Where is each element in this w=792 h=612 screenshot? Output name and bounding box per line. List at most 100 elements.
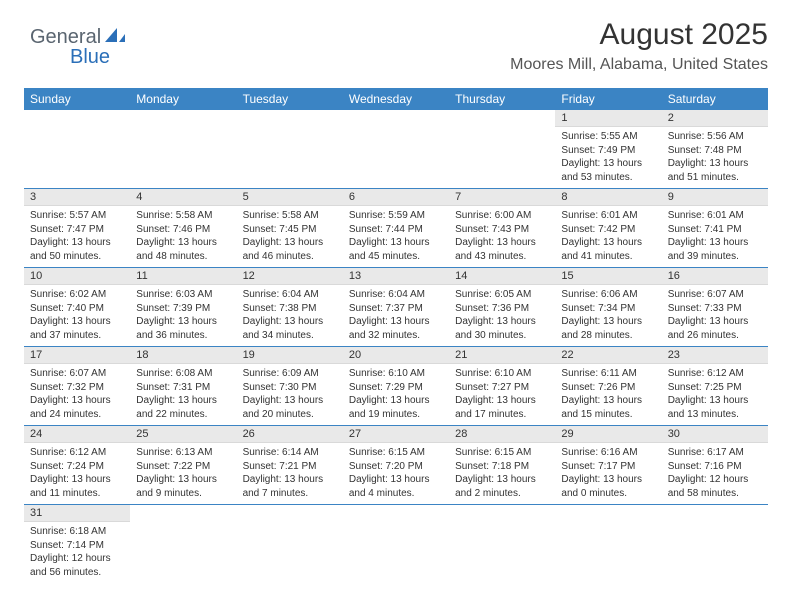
calendar-cell: 13Sunrise: 6:04 AMSunset: 7:37 PMDayligh… xyxy=(343,268,449,347)
day-details: Sunrise: 6:00 AMSunset: 7:43 PMDaylight:… xyxy=(449,206,555,267)
calendar-week-row: 24Sunrise: 6:12 AMSunset: 7:24 PMDayligh… xyxy=(24,426,768,505)
day-number: 29 xyxy=(555,426,661,443)
calendar-cell: 18Sunrise: 6:08 AMSunset: 7:31 PMDayligh… xyxy=(130,347,236,426)
day-details: Sunrise: 6:09 AMSunset: 7:30 PMDaylight:… xyxy=(237,364,343,425)
day-number: 12 xyxy=(237,268,343,285)
calendar-cell: 29Sunrise: 6:16 AMSunset: 7:17 PMDayligh… xyxy=(555,426,661,505)
day-number: 13 xyxy=(343,268,449,285)
day-number: 25 xyxy=(130,426,236,443)
day-details: Sunrise: 6:13 AMSunset: 7:22 PMDaylight:… xyxy=(130,443,236,504)
day-header-row: Sunday Monday Tuesday Wednesday Thursday… xyxy=(24,88,768,110)
title-block: August 2025 Moores Mill, Alabama, United… xyxy=(30,18,768,74)
logo: General Blue xyxy=(30,26,127,49)
calendar-cell xyxy=(237,505,343,584)
day-details: Sunrise: 6:04 AMSunset: 7:38 PMDaylight:… xyxy=(237,285,343,346)
day-header: Wednesday xyxy=(343,88,449,110)
day-number: 23 xyxy=(662,347,768,364)
calendar-cell: 26Sunrise: 6:14 AMSunset: 7:21 PMDayligh… xyxy=(237,426,343,505)
calendar-cell: 25Sunrise: 6:13 AMSunset: 7:22 PMDayligh… xyxy=(130,426,236,505)
calendar-cell: 17Sunrise: 6:07 AMSunset: 7:32 PMDayligh… xyxy=(24,347,130,426)
day-details: Sunrise: 6:16 AMSunset: 7:17 PMDaylight:… xyxy=(555,443,661,504)
day-number: 21 xyxy=(449,347,555,364)
calendar-cell: 1Sunrise: 5:55 AMSunset: 7:49 PMDaylight… xyxy=(555,110,661,189)
calendar-cell: 20Sunrise: 6:10 AMSunset: 7:29 PMDayligh… xyxy=(343,347,449,426)
calendar-week-row: 1Sunrise: 5:55 AMSunset: 7:49 PMDaylight… xyxy=(24,110,768,189)
calendar-table: Sunday Monday Tuesday Wednesday Thursday… xyxy=(24,88,768,583)
calendar-cell xyxy=(237,110,343,189)
day-number: 28 xyxy=(449,426,555,443)
day-number: 14 xyxy=(449,268,555,285)
day-number: 31 xyxy=(24,505,130,522)
day-details: Sunrise: 6:04 AMSunset: 7:37 PMDaylight:… xyxy=(343,285,449,346)
day-number: 15 xyxy=(555,268,661,285)
location-subtitle: Moores Mill, Alabama, United States xyxy=(30,56,768,74)
day-number: 27 xyxy=(343,426,449,443)
calendar-cell: 14Sunrise: 6:05 AMSunset: 7:36 PMDayligh… xyxy=(449,268,555,347)
day-details: Sunrise: 5:56 AMSunset: 7:48 PMDaylight:… xyxy=(662,127,768,188)
day-number: 10 xyxy=(24,268,130,285)
calendar-cell: 9Sunrise: 6:01 AMSunset: 7:41 PMDaylight… xyxy=(662,189,768,268)
calendar-cell: 4Sunrise: 5:58 AMSunset: 7:46 PMDaylight… xyxy=(130,189,236,268)
day-header: Thursday xyxy=(449,88,555,110)
calendar-cell: 10Sunrise: 6:02 AMSunset: 7:40 PMDayligh… xyxy=(24,268,130,347)
day-number: 6 xyxy=(343,189,449,206)
day-details: Sunrise: 6:11 AMSunset: 7:26 PMDaylight:… xyxy=(555,364,661,425)
day-details: Sunrise: 6:07 AMSunset: 7:33 PMDaylight:… xyxy=(662,285,768,346)
day-details: Sunrise: 6:12 AMSunset: 7:25 PMDaylight:… xyxy=(662,364,768,425)
day-number: 30 xyxy=(662,426,768,443)
calendar-cell: 12Sunrise: 6:04 AMSunset: 7:38 PMDayligh… xyxy=(237,268,343,347)
day-details: Sunrise: 6:07 AMSunset: 7:32 PMDaylight:… xyxy=(24,364,130,425)
day-details: Sunrise: 6:14 AMSunset: 7:21 PMDaylight:… xyxy=(237,443,343,504)
day-details: Sunrise: 6:08 AMSunset: 7:31 PMDaylight:… xyxy=(130,364,236,425)
day-number: 2 xyxy=(662,110,768,127)
day-number: 8 xyxy=(555,189,661,206)
day-number: 5 xyxy=(237,189,343,206)
calendar-cell xyxy=(449,505,555,584)
day-number: 26 xyxy=(237,426,343,443)
day-details: Sunrise: 6:18 AMSunset: 7:14 PMDaylight:… xyxy=(24,522,130,583)
calendar-cell xyxy=(343,505,449,584)
calendar-cell: 5Sunrise: 5:58 AMSunset: 7:45 PMDaylight… xyxy=(237,189,343,268)
calendar-cell: 16Sunrise: 6:07 AMSunset: 7:33 PMDayligh… xyxy=(662,268,768,347)
day-details: Sunrise: 5:57 AMSunset: 7:47 PMDaylight:… xyxy=(24,206,130,267)
day-number: 11 xyxy=(130,268,236,285)
calendar-cell xyxy=(343,110,449,189)
day-number: 24 xyxy=(24,426,130,443)
day-header: Sunday xyxy=(24,88,130,110)
calendar-cell xyxy=(662,505,768,584)
calendar-week-row: 10Sunrise: 6:02 AMSunset: 7:40 PMDayligh… xyxy=(24,268,768,347)
day-details: Sunrise: 6:05 AMSunset: 7:36 PMDaylight:… xyxy=(449,285,555,346)
calendar-week-row: 31Sunrise: 6:18 AMSunset: 7:14 PMDayligh… xyxy=(24,505,768,584)
header: General Blue August 2025 Moores Mill, Al… xyxy=(0,0,792,80)
calendar-cell: 7Sunrise: 6:00 AMSunset: 7:43 PMDaylight… xyxy=(449,189,555,268)
page-title: August 2025 xyxy=(30,18,768,52)
calendar-cell: 31Sunrise: 6:18 AMSunset: 7:14 PMDayligh… xyxy=(24,505,130,584)
calendar-cell: 28Sunrise: 6:15 AMSunset: 7:18 PMDayligh… xyxy=(449,426,555,505)
calendar-cell xyxy=(449,110,555,189)
calendar-cell xyxy=(130,505,236,584)
calendar-cell: 3Sunrise: 5:57 AMSunset: 7:47 PMDaylight… xyxy=(24,189,130,268)
day-number: 19 xyxy=(237,347,343,364)
day-details: Sunrise: 6:03 AMSunset: 7:39 PMDaylight:… xyxy=(130,285,236,346)
day-details: Sunrise: 6:15 AMSunset: 7:20 PMDaylight:… xyxy=(343,443,449,504)
day-details: Sunrise: 5:58 AMSunset: 7:46 PMDaylight:… xyxy=(130,206,236,267)
day-header: Tuesday xyxy=(237,88,343,110)
calendar-cell xyxy=(24,110,130,189)
logo-text-blue: Blue xyxy=(70,46,110,68)
calendar-cell: 8Sunrise: 6:01 AMSunset: 7:42 PMDaylight… xyxy=(555,189,661,268)
calendar-cell: 27Sunrise: 6:15 AMSunset: 7:20 PMDayligh… xyxy=(343,426,449,505)
calendar-cell: 6Sunrise: 5:59 AMSunset: 7:44 PMDaylight… xyxy=(343,189,449,268)
calendar-cell: 30Sunrise: 6:17 AMSunset: 7:16 PMDayligh… xyxy=(662,426,768,505)
day-details: Sunrise: 6:02 AMSunset: 7:40 PMDaylight:… xyxy=(24,285,130,346)
day-details: Sunrise: 6:10 AMSunset: 7:27 PMDaylight:… xyxy=(449,364,555,425)
day-number: 18 xyxy=(130,347,236,364)
day-number: 7 xyxy=(449,189,555,206)
calendar-cell xyxy=(130,110,236,189)
day-details: Sunrise: 6:17 AMSunset: 7:16 PMDaylight:… xyxy=(662,443,768,504)
day-details: Sunrise: 6:01 AMSunset: 7:41 PMDaylight:… xyxy=(662,206,768,267)
day-details: Sunrise: 5:59 AMSunset: 7:44 PMDaylight:… xyxy=(343,206,449,267)
day-number: 1 xyxy=(555,110,661,127)
day-details: Sunrise: 6:06 AMSunset: 7:34 PMDaylight:… xyxy=(555,285,661,346)
day-header: Friday xyxy=(555,88,661,110)
calendar-week-row: 3Sunrise: 5:57 AMSunset: 7:47 PMDaylight… xyxy=(24,189,768,268)
